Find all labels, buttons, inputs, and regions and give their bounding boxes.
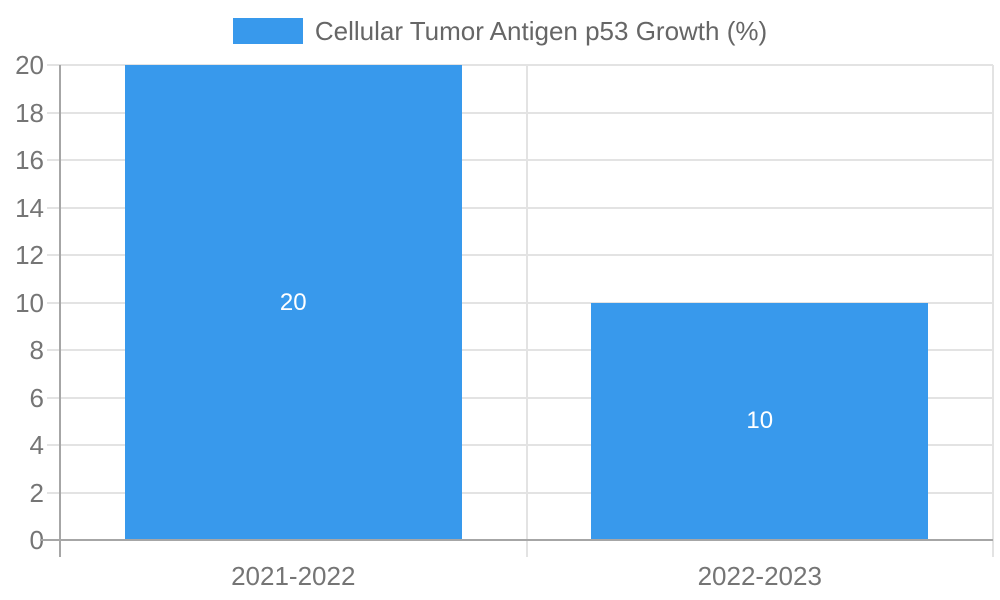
y-axis-tick-label: 20 xyxy=(15,50,44,80)
legend-item[interactable]: Cellular Tumor Antigen p53 Growth (%) xyxy=(232,16,768,46)
chart-legend: Cellular Tumor Antigen p53 Growth (%) xyxy=(0,16,1000,46)
bar-value-label: 20 xyxy=(279,288,307,316)
y-axis-tick-label: 8 xyxy=(29,335,44,365)
y-axis-tick-label: 14 xyxy=(15,192,44,223)
legend-label: Cellular Tumor Antigen p53 Growth (%) xyxy=(314,16,768,46)
y-axis-tick-label: 12 xyxy=(15,240,44,270)
y-axis-tick-label: 10 xyxy=(15,287,44,318)
y-axis-tick-label: 16 xyxy=(15,145,44,175)
bar[interactable] xyxy=(591,302,929,540)
y-axis-tick-label: 2 xyxy=(29,477,44,508)
bar[interactable] xyxy=(124,65,462,540)
y-tick-mark xyxy=(47,444,60,446)
y-tick-mark xyxy=(47,111,60,114)
y-tick-mark xyxy=(47,254,60,256)
y-tick-mark xyxy=(47,301,60,304)
y-tick-mark xyxy=(47,159,60,161)
x-axis-category-label: 2022-2023 xyxy=(697,561,822,591)
y-axis-tick-label: 18 xyxy=(15,97,44,128)
y-axis-tick-label: 6 xyxy=(29,382,44,413)
y-axis-line xyxy=(59,65,61,557)
bar-value-label: 10 xyxy=(746,407,774,435)
y-tick-mark xyxy=(47,396,60,399)
y-tick-mark xyxy=(47,349,60,351)
y-tick-mark xyxy=(47,491,60,494)
y-tick-mark xyxy=(47,206,60,209)
x-axis-category-label: 2021-2022 xyxy=(231,561,356,591)
zero-tick-mark xyxy=(40,539,59,541)
x-axis-line xyxy=(59,539,993,541)
gridline-vertical xyxy=(525,65,528,557)
y-axis-tick-label: 0 xyxy=(29,525,44,555)
legend-swatch xyxy=(232,18,303,44)
y-tick-mark xyxy=(47,64,60,66)
gridline-vertical xyxy=(992,65,994,557)
y-axis-tick-label: 4 xyxy=(29,430,44,460)
